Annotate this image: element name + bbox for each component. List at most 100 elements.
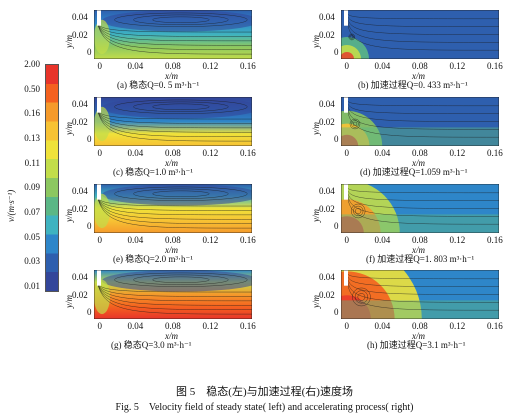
x-tick-label: 0.08 xyxy=(412,61,428,71)
x-tick-label: 0.12 xyxy=(449,148,466,158)
colorbar-tick-label: 0.50 xyxy=(24,83,40,94)
y-axis-label: y/m xyxy=(64,295,74,308)
x-tick-label: 0.04 xyxy=(374,321,391,331)
x-tick-label: 0.16 xyxy=(240,61,256,71)
colorbar-tick-label: 0.01 xyxy=(24,281,40,291)
colorbar-tick-label: 0.13 xyxy=(24,133,40,143)
y-tick-label: 0.04 xyxy=(319,186,335,196)
y-tick-label: 0 xyxy=(334,47,339,57)
x-tick-label: 0.12 xyxy=(449,61,466,71)
y-tick-label: 0.04 xyxy=(72,12,88,22)
x-tick-label: 0.12 xyxy=(202,61,219,71)
velocity-field-plot xyxy=(341,270,499,319)
y-axis-label: y/m xyxy=(311,295,321,308)
colorbar-tick-label: 0.05 xyxy=(24,231,40,242)
x-tick-label: 0.08 xyxy=(412,148,428,158)
colorbar-strip xyxy=(45,64,59,292)
figure-caption-en: Fig. 5 Velocity field of steady state( l… xyxy=(115,402,414,413)
y-tick-label: 0.02 xyxy=(319,116,335,127)
velocity-field-plot xyxy=(341,184,499,233)
y-axis-label: y/m xyxy=(64,122,74,135)
x-tick-label: 0 xyxy=(344,61,350,71)
x-axis-label: x/m xyxy=(412,71,425,81)
y-axis-label: y/m xyxy=(64,35,74,48)
x-tick-label: 0.04 xyxy=(127,61,144,71)
panel-caption: (b) 加速过程Q=0. 433 m³·h⁻¹ xyxy=(358,80,468,90)
panel-caption: (a) 稳态Q=0. 5 m³·h⁻¹ xyxy=(117,80,200,90)
x-tick-label: 0.08 xyxy=(412,321,428,331)
x-tick-label: 0.08 xyxy=(165,235,181,245)
x-tick-label: 0.12 xyxy=(202,321,219,331)
x-tick-label: 0.04 xyxy=(374,148,391,158)
colorbar-tick-label: 2.00 xyxy=(24,59,40,69)
x-tick-label: 0.12 xyxy=(202,148,219,158)
x-tick-label: 0.04 xyxy=(374,61,391,71)
y-tick-label: 0.04 xyxy=(72,272,88,282)
x-tick-label: 0.04 xyxy=(127,321,144,331)
velocity-field-plot xyxy=(94,184,252,233)
x-axis-label: x/m xyxy=(165,158,178,168)
x-tick-label: 0.12 xyxy=(202,235,219,245)
panel-caption: (d) 加速过程Q=1.059 m³·h⁻¹ xyxy=(360,167,468,177)
y-axis-label: y/m xyxy=(64,209,74,222)
x-tick-label: 0.12 xyxy=(449,321,466,331)
y-tick-label: 0.04 xyxy=(319,272,335,282)
y-tick-label: 0.02 xyxy=(319,29,335,40)
y-tick-label: 0.02 xyxy=(319,203,335,214)
panel-caption: (g) 稳态Q=3.0 m³·h⁻¹ xyxy=(111,340,192,350)
x-tick-label: 0 xyxy=(97,148,103,158)
x-tick-label: 0.08 xyxy=(165,61,181,71)
panel-caption: (f) 加速过程Q=1. 803 m³·h⁻¹ xyxy=(366,254,475,264)
velocity-field-plot xyxy=(94,270,252,319)
x-tick-label: 0.16 xyxy=(487,148,503,158)
y-tick-label: 0.04 xyxy=(72,99,88,109)
y-tick-label: 0.02 xyxy=(72,203,88,214)
x-axis-label: x/m xyxy=(165,245,178,255)
panel-caption: (h) 加速过程Q=3.1 m³·h⁻¹ xyxy=(367,340,466,350)
x-axis-label: x/m xyxy=(412,331,425,341)
y-tick-label: 0.02 xyxy=(72,116,88,127)
x-tick-label: 0.16 xyxy=(487,321,503,331)
x-tick-label: 0.08 xyxy=(412,235,428,245)
x-tick-label: 0 xyxy=(97,61,103,71)
x-tick-label: 0.04 xyxy=(127,148,144,158)
x-tick-label: 0.08 xyxy=(165,148,181,158)
x-tick-label: 0.04 xyxy=(374,235,391,245)
x-tick-label: 0 xyxy=(344,235,350,245)
colorbar-tick-label: 0.16 xyxy=(24,108,40,119)
y-tick-label: 0 xyxy=(334,307,339,317)
x-tick-label: 0 xyxy=(344,321,350,331)
x-tick-label: 0 xyxy=(97,235,103,245)
y-axis-label: y/m xyxy=(311,122,321,135)
y-tick-label: 0.04 xyxy=(319,99,335,109)
x-tick-label: 0.16 xyxy=(487,61,503,71)
velocity-field-plot xyxy=(341,10,499,59)
colorbar-tick-label: 0.11 xyxy=(24,157,40,168)
velocity-field-plot xyxy=(341,97,499,146)
x-axis-label: x/m xyxy=(412,158,425,168)
x-tick-label: 0.16 xyxy=(240,235,256,245)
x-axis-label: x/m xyxy=(165,71,178,81)
x-axis-label: x/m xyxy=(412,245,425,255)
colorbar-tick-label: 0.07 xyxy=(24,207,40,217)
x-tick-label: 0 xyxy=(344,148,350,158)
y-tick-label: 0.02 xyxy=(319,289,335,300)
colorbar-tick-label: 0.09 xyxy=(24,182,40,193)
y-axis-label: y/m xyxy=(311,35,321,48)
x-axis-label: x/m xyxy=(165,331,178,341)
y-tick-label: 0.02 xyxy=(72,289,88,300)
y-tick-label: 0.04 xyxy=(72,186,88,196)
x-tick-label: 0.04 xyxy=(127,235,144,245)
y-tick-label: 0 xyxy=(87,221,92,231)
y-tick-label: 0.02 xyxy=(72,29,88,40)
y-tick-label: 0 xyxy=(334,221,339,231)
colorbar-tick-label: 0.03 xyxy=(24,256,40,267)
y-tick-label: 0 xyxy=(87,47,92,57)
y-tick-label: 0.04 xyxy=(319,12,335,22)
x-tick-label: 0 xyxy=(97,321,103,331)
x-tick-label: 0.08 xyxy=(165,321,181,331)
y-tick-label: 0 xyxy=(87,134,92,144)
y-tick-label: 0 xyxy=(87,307,92,317)
panel-caption: (e) 稳态Q=2.0 m³·h⁻¹ xyxy=(113,254,193,264)
x-tick-label: 0.12 xyxy=(449,235,466,245)
